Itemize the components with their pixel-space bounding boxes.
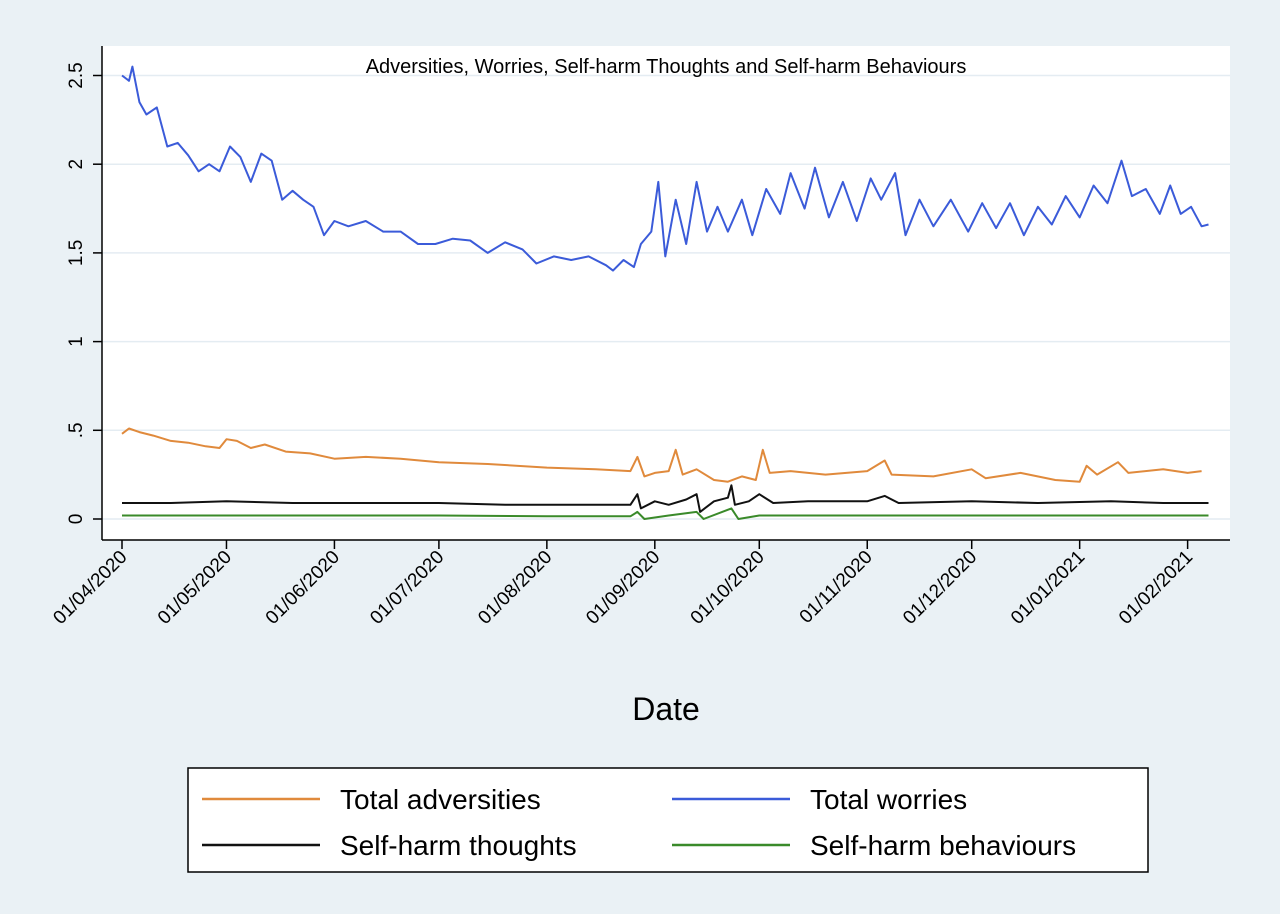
series-layer: [121, 65, 1209, 520]
y-tick-label: 1.5: [66, 240, 87, 266]
legend-label: Self-harm thoughts: [340, 830, 577, 861]
y-tick-label: .5: [66, 422, 87, 438]
y-tick-label: 2.5: [66, 62, 87, 88]
x-axis: 01/04/2020 01/05/2020 01/06/2020 01/07/2020…: [49, 540, 1197, 629]
x-tick-label: 01/08/2020: [474, 547, 556, 629]
x-tick-label: 01/11/2020: [796, 547, 877, 628]
series-line-1: [121, 427, 1202, 483]
series-line-4: [122, 507, 1209, 520]
x-tick-label: 01/10/2020: [687, 547, 769, 629]
series-line-3: [122, 484, 1209, 513]
legend-label: Total adversities: [340, 784, 541, 815]
legend-box: [187, 767, 1149, 873]
series-line-2: [121, 65, 1209, 272]
x-tick-label: 01/02/2021: [1115, 547, 1197, 629]
chart-title: Adversities, Worries, Self-harm Thoughts…: [366, 56, 967, 78]
x-tick-label: 01/01/2021: [1007, 547, 1089, 629]
y-tick-label: 0: [66, 514, 87, 525]
legend-label: Self-harm behaviours: [810, 830, 1076, 861]
x-axis-label: Date: [632, 691, 700, 727]
y-tick-label: 2: [66, 159, 87, 170]
x-tick-label: 01/09/2020: [582, 547, 664, 629]
x-tick-label: 01/06/2020: [262, 547, 344, 629]
x-tick-label: 01/04/2020: [49, 547, 131, 629]
grid: [102, 74, 1230, 520]
legend-label: Total worries: [810, 784, 967, 815]
x-tick-label: 01/12/2020: [899, 547, 981, 629]
y-tick-label: 1: [66, 336, 87, 347]
y-axis: 0 .5 1 1.5 2 2.5: [66, 62, 102, 524]
x-tick-label: 01/05/2020: [154, 547, 236, 629]
plot-area: [102, 46, 1230, 540]
x-tick-label: 01/07/2020: [366, 547, 448, 629]
legend: Total adversities Total worries Self-harm …: [202, 784, 1076, 861]
